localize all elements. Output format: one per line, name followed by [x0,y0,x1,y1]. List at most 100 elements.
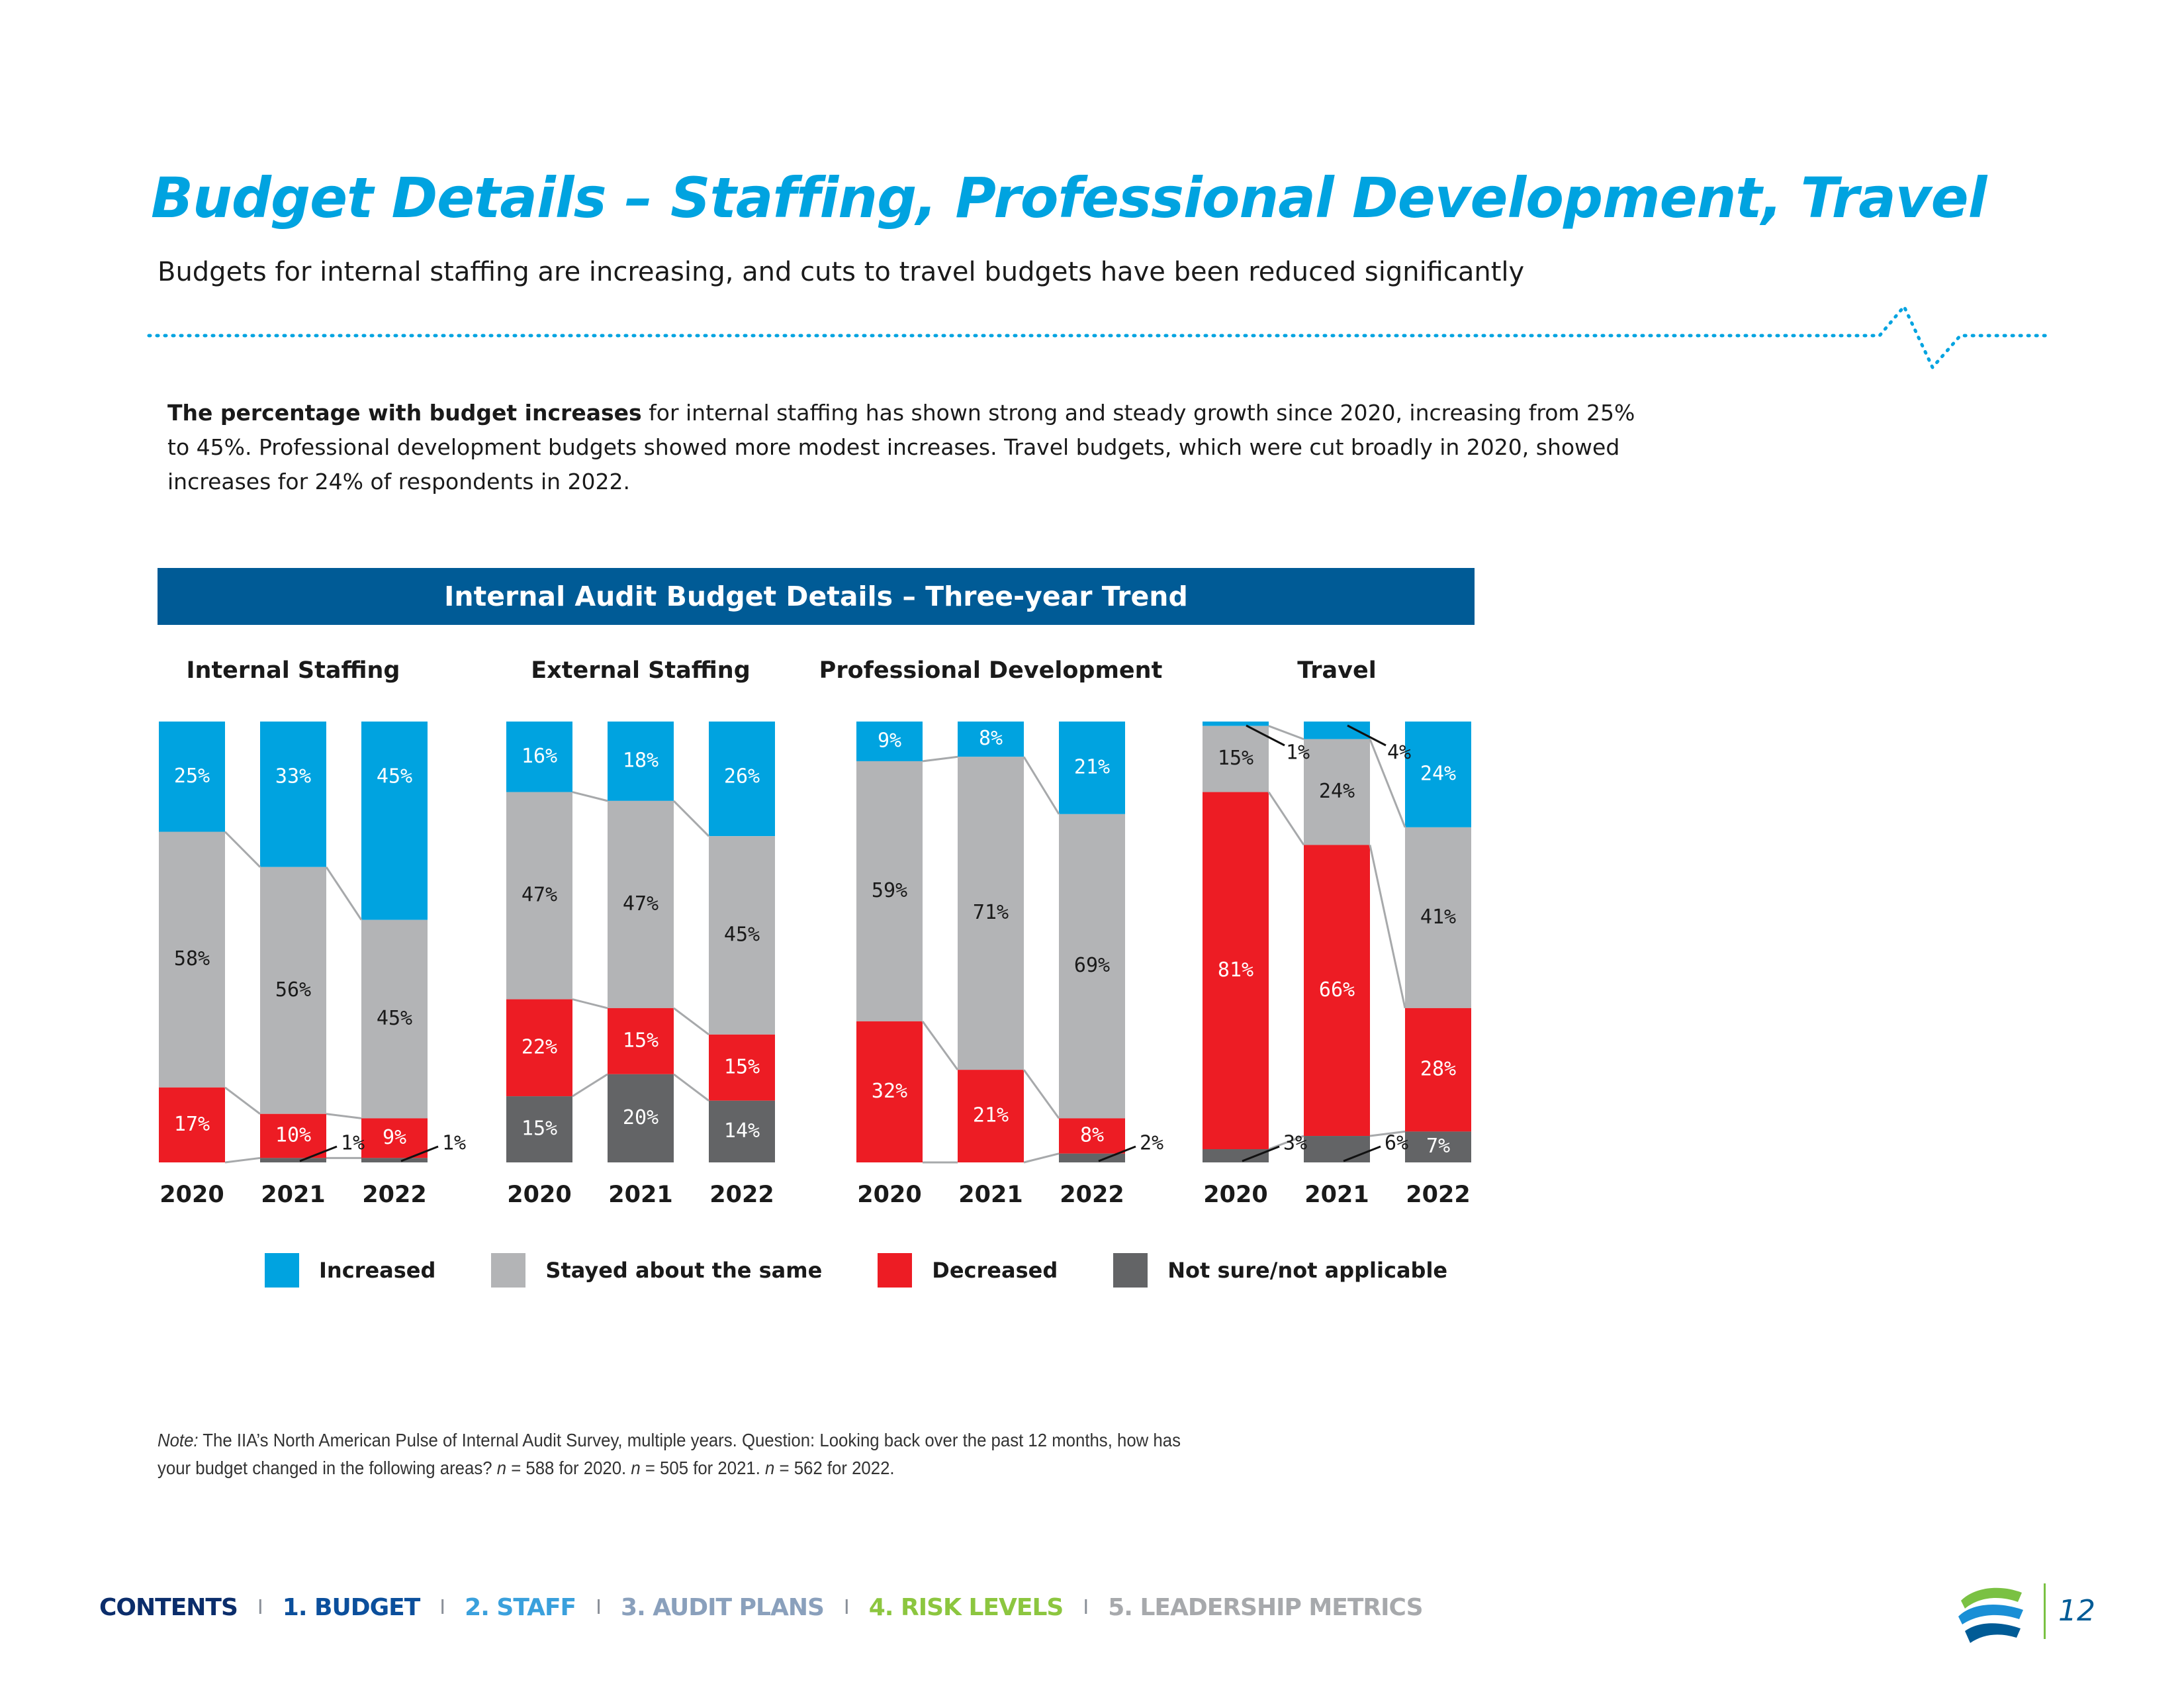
travel-connector-line [1267,791,1305,846]
professional-development-2022-leader-line [1098,1145,1136,1162]
external-staffing-2021-tick-label: 2021 [608,1182,672,1208]
professional-development-2021-stayed-about-the-same-data-label: 71% [973,901,1009,924]
footer-navigation: CONTENTS I 1. BUDGET I 2. STAFF I 3. AUDIT PLA… [99,1594,1424,1621]
page-title: Budget Details – Staffing, Professional … [151,165,1987,230]
external-staffing-2021-decreased-bar [608,1008,674,1074]
external-staffing-2020-stayed-about-the-same-data-label: 47% [522,884,557,907]
professional-development-2022-not-sure-not-applicable-bar [1059,1153,1125,1162]
professional-development-panel-title: Professional Development [819,657,1163,684]
external-staffing-2022-stayed-about-the-same-data-label: 45% [724,923,760,947]
travel-2020-increased-data-label: 1% [1286,741,1310,765]
nav-link-3-audit-plans[interactable]: 3. AUDIT PLANS [621,1594,825,1621]
legend-label: Stayed about the same [545,1258,823,1283]
internal-staffing-2022-stayed-about-the-same-bar [361,919,428,1119]
legend-item: Not sure/not applicable [1113,1253,1447,1288]
nav-link-4-risk-levels[interactable]: 4. RISK LEVELS [868,1594,1064,1621]
external-staffing-connector-line [673,1007,709,1036]
travel-2020-tick-label: 2020 [1203,1182,1267,1208]
professional-development-2022-stayed-about-the-same-bar [1059,814,1125,1119]
travel-2021-leader-line [1343,1145,1381,1162]
professional-development-2021-tick-label: 2021 [958,1182,1023,1208]
professional-development-2020-decreased-bar [856,1021,923,1162]
travel-connector-line [1369,845,1406,1009]
internal-staffing-2020-increased-bar [159,722,225,832]
professional-development-2022-decreased-bar [1059,1118,1125,1154]
external-staffing-2021-stayed-about-the-same-data-label: 47% [623,892,659,915]
travel-2021-increased-bar [1304,722,1370,739]
legend-swatch [491,1253,526,1288]
travel-2020-leader-line [1246,724,1285,747]
travel-2022-increased-data-label: 24% [1420,762,1456,785]
internal-staffing-2021-leader-line [299,1145,338,1162]
stacked-bar-chart: Internal Staffing 2020 2021 2022 25% 58% 17% 33… [159,657,1471,1208]
travel-connector-line [1268,1135,1304,1150]
travel-2022-decreased-bar [1405,1008,1471,1132]
legend-label: Decreased [932,1258,1058,1283]
professional-development-connector-line [922,755,958,763]
page-subtitle: Budgets for internal staffing are increa… [158,257,1525,287]
internal-staffing-connector-line [326,1113,362,1119]
internal-staffing-2022-increased-data-label: 45% [377,765,412,788]
professional-development-2021-increased-data-label: 8% [979,727,1003,750]
nav-link-1-budget[interactable]: 1. BUDGET [282,1594,421,1621]
legend-item: Stayed about the same [491,1253,822,1288]
external-staffing-2022-stayed-about-the-same-bar [709,836,775,1035]
note-n-2021: n [631,1458,641,1478]
professional-development-2021-decreased-bar [958,1070,1024,1162]
iia-logo-icon [1958,1587,2023,1643]
internal-staffing-connector-line [224,831,261,868]
professional-development-connector-line [1023,1152,1060,1164]
travel-2022-tick-label: 2022 [1406,1182,1470,1208]
professional-development-2022-stayed-about-the-same-data-label: 69% [1074,954,1110,977]
professional-development-2022-increased-bar [1059,722,1125,814]
travel-2020-leader-line [1242,1145,1280,1162]
nav-separator: I [257,1596,263,1619]
internal-staffing-2021-stayed-about-the-same-bar [260,867,326,1114]
external-staffing-2020-not-sure-not-applicable-bar [506,1096,572,1162]
professional-development-2020-decreased-data-label: 32% [872,1080,907,1103]
intro-text: for internal staffing has shown strong a… [167,400,1635,494]
internal-staffing-2020-decreased-bar [159,1087,225,1162]
external-staffing-2021-stayed-about-the-same-bar [608,800,674,1008]
note-label: Note: [158,1430,199,1450]
professional-development-2021-increased-bar [958,722,1024,757]
internal-staffing-2020-tick-label: 2020 [159,1182,224,1208]
external-staffing-2021-decreased-data-label: 15% [623,1029,659,1052]
professional-development-connector-line [1023,1069,1060,1119]
legend-label: Increased [319,1258,436,1283]
travel-2021-stayed-about-the-same-data-label: 24% [1319,780,1355,803]
travel-2020-stayed-about-the-same-data-label: 15% [1218,747,1253,770]
external-staffing-2022-increased-bar [709,722,775,837]
note-text-d: = 562 for 2022. [774,1458,895,1478]
internal-staffing-2022-stayed-about-the-same-data-label: 45% [377,1007,412,1030]
nav-link-contents[interactable]: CONTENTS [99,1594,238,1621]
internal-staffing-2021-stayed-about-the-same-data-label: 56% [275,978,311,1002]
travel-2021-stayed-about-the-same-bar [1304,739,1370,845]
external-staffing-2022-tick-label: 2022 [709,1182,774,1208]
legend-label: Not sure/not applicable [1167,1258,1448,1283]
travel-2021-increased-data-label: 4% [1387,741,1411,765]
internal-staffing-2022-decreased-data-label: 9% [383,1126,406,1149]
internal-staffing-2022-decreased-bar [361,1118,428,1158]
nav-link-5-leadership-metrics[interactable]: 5. LEADERSHIP METRICS [1108,1594,1423,1621]
note-text-c: = 505 for 2021. [640,1458,766,1478]
professional-development-2022-not-sure-not-applicable-data-label: 2% [1140,1132,1163,1155]
external-staffing-2020-not-sure-not-applicable-data-label: 15% [522,1117,557,1141]
travel-2020-decreased-bar [1203,792,1269,1150]
internal-staffing-2020-decreased-data-label: 17% [174,1113,210,1136]
external-staffing-panel-title: External Staffing [531,657,751,684]
note-n-2022: n [765,1458,775,1478]
internal-staffing-2022-not-sure-not-applicable-data-label: 1% [442,1132,466,1155]
page-number: 12 [2058,1594,2095,1628]
professional-development-2022-decreased-data-label: 8% [1080,1124,1104,1147]
travel-panel-title: Travel [1297,657,1376,684]
dotted-divider [147,303,2050,371]
intro-bold: The percentage with budget increases [167,400,642,426]
travel-2022-stayed-about-the-same-bar [1405,827,1471,1008]
nav-link-2-staff[interactable]: 2. STAFF [465,1594,576,1621]
internal-staffing-2020-increased-data-label: 25% [174,765,210,788]
nav-separator: I [843,1596,850,1619]
chart-legend: Increased Stayed about the same Decreased N… [265,1253,1503,1288]
travel-2021-decreased-bar [1304,845,1370,1137]
external-staffing-2020-decreased-bar [506,999,572,1097]
